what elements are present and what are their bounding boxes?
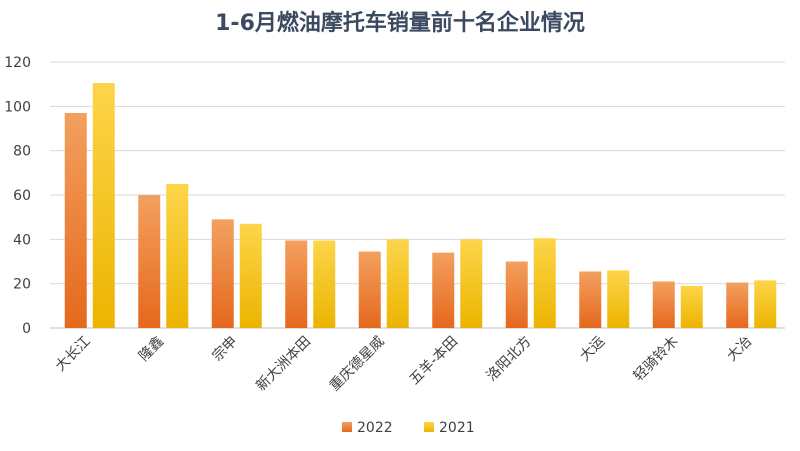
y-tick-label: 20 bbox=[13, 277, 31, 293]
y-axis-ticks: 0 20 40 60 80 100 120 bbox=[4, 55, 31, 337]
bar-2021-5 bbox=[386, 239, 409, 328]
bar-2021-3 bbox=[239, 223, 262, 328]
bar-2022-2 bbox=[138, 195, 161, 328]
bar-2021-8 bbox=[607, 270, 630, 328]
bar-2022-8 bbox=[579, 271, 602, 328]
legend-swatch-2022 bbox=[342, 422, 352, 432]
legend: 2022 2021 bbox=[342, 420, 475, 436]
bar-2022-7 bbox=[505, 261, 528, 328]
bar-2021-9 bbox=[680, 285, 703, 328]
x-category-label: 大运 bbox=[577, 334, 608, 365]
y-tick-label: 0 bbox=[22, 321, 31, 337]
legend-label-2021: 2021 bbox=[439, 420, 475, 436]
bar-2021-6 bbox=[460, 239, 483, 328]
bar-2021-7 bbox=[533, 238, 556, 328]
x-axis-labels: 大长江 隆鑫 宗申 新大洲本田 重庆德星威 五羊-本田 洛阳北方 大运 轻骑铃木 大冶 bbox=[53, 333, 756, 395]
bar-2022-3 bbox=[211, 219, 234, 328]
y-tick-label: 80 bbox=[13, 144, 31, 160]
bar-2021-2 bbox=[166, 183, 189, 328]
bar-2022-10 bbox=[726, 282, 749, 328]
bar-2022-4 bbox=[285, 240, 308, 328]
legend-swatch-2021 bbox=[424, 422, 434, 432]
bar-2022-5 bbox=[358, 251, 381, 328]
x-category-label: 隆鑫 bbox=[135, 333, 167, 365]
x-category-label: 轻骑铃木 bbox=[631, 334, 682, 385]
bar-2022-9 bbox=[652, 281, 675, 328]
bar-2021-10 bbox=[754, 280, 777, 328]
x-category-label: 大冶 bbox=[724, 334, 755, 365]
y-tick-label: 60 bbox=[13, 188, 31, 204]
x-category-label: 大长江 bbox=[53, 334, 94, 375]
legend-label-2022: 2022 bbox=[357, 420, 393, 436]
bar-2022-6 bbox=[432, 252, 455, 328]
chart-title: 1-6月燃油摩托车销量前十名企业情况 bbox=[215, 10, 585, 36]
y-tick-label: 100 bbox=[4, 99, 31, 115]
bar-2021-1 bbox=[92, 83, 115, 328]
x-category-label: 洛阳北方 bbox=[484, 334, 535, 385]
x-category-label: 宗申 bbox=[209, 334, 240, 365]
y-tick-label: 120 bbox=[4, 55, 31, 71]
bar-2022-1 bbox=[64, 112, 87, 328]
bars bbox=[64, 83, 777, 328]
y-tick-label: 40 bbox=[13, 232, 31, 248]
x-category-label: 新大洲本田 bbox=[253, 334, 314, 395]
x-category-label: 重庆德星威 bbox=[327, 334, 388, 395]
bar-2021-4 bbox=[313, 240, 336, 328]
x-category-label: 五羊-本田 bbox=[407, 334, 461, 388]
